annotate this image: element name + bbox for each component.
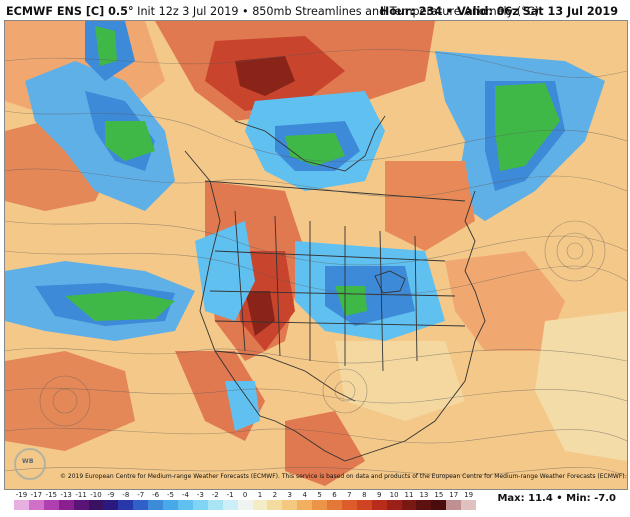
colorbar-label: 17 bbox=[449, 491, 459, 499]
copyright-text: © 2019 European Centre for Medium-range … bbox=[60, 473, 627, 480]
coastlines bbox=[184, 115, 486, 462]
colorbar-label: 10 bbox=[389, 491, 399, 499]
weatherbell-logo bbox=[14, 448, 46, 480]
hudson-bay-outline bbox=[234, 115, 386, 172]
colorbar-swatch bbox=[103, 500, 119, 510]
colorbar-swatch bbox=[118, 500, 134, 510]
streamlines bbox=[5, 49, 627, 477]
colorbar-swatch bbox=[282, 500, 298, 510]
colorbar-label: 9 bbox=[376, 491, 382, 499]
colorbar-swatch bbox=[312, 500, 328, 510]
colorbar-swatch bbox=[207, 500, 223, 510]
logo-text: WB bbox=[22, 458, 34, 465]
colorbar-swatches bbox=[14, 500, 477, 512]
colorbar-swatch bbox=[88, 500, 104, 510]
colorbar-swatch bbox=[267, 500, 283, 510]
neutral-region-atlantic-south bbox=[535, 311, 627, 461]
colorbar-label: -17 bbox=[30, 491, 43, 499]
colorbar-swatch bbox=[401, 500, 417, 510]
colorbar-label: 6 bbox=[332, 491, 337, 499]
colorbar-label: -11 bbox=[75, 491, 87, 499]
colorbar-label: -2 bbox=[211, 491, 219, 499]
colorbar-swatch bbox=[252, 500, 268, 510]
colorbar-label: -6 bbox=[152, 491, 160, 499]
colorbar-label: 8 bbox=[362, 491, 367, 499]
colorbar-label: -7 bbox=[137, 491, 145, 499]
colorbar-label: 15 bbox=[434, 491, 444, 499]
state-borders bbox=[234, 210, 418, 372]
colorbar-label: 19 bbox=[464, 491, 474, 499]
colorbar-label: -19 bbox=[15, 491, 28, 499]
colorbar-label: -4 bbox=[181, 491, 189, 499]
product-name: 850mb Streamlines and Temperature Anomal… bbox=[252, 5, 539, 18]
east-coastline bbox=[344, 190, 486, 462]
green-region-atlantic bbox=[495, 83, 560, 171]
colorbar-swatch bbox=[446, 500, 462, 510]
colorbar-swatch bbox=[14, 500, 29, 510]
neutral-region-gulf bbox=[335, 341, 465, 421]
colorbar-swatch bbox=[133, 500, 149, 510]
colorbar-label: 0 bbox=[242, 491, 248, 499]
colorbar-swatch bbox=[28, 500, 44, 510]
title-separator: • bbox=[242, 5, 249, 18]
map-canvas bbox=[5, 21, 627, 489]
colorbar-label: 11 bbox=[404, 491, 414, 499]
green-region-pacific bbox=[65, 291, 175, 321]
green-region-bering bbox=[95, 26, 117, 66]
warm-region-pacific-south bbox=[5, 351, 135, 451]
colorbar-swatch bbox=[163, 500, 178, 510]
colorbar-swatch bbox=[416, 500, 432, 510]
colorbar-swatch bbox=[297, 500, 313, 510]
warm-region-quebec bbox=[385, 161, 475, 251]
colorbar-swatch bbox=[192, 500, 208, 510]
colorbar-label: 2 bbox=[272, 491, 278, 499]
hot-spot-rockies bbox=[245, 291, 275, 336]
colorbar-label: 3 bbox=[287, 491, 292, 499]
colorbar-label: -15 bbox=[45, 491, 57, 499]
colorbar-label: -13 bbox=[60, 491, 72, 499]
colorbar-swatch bbox=[371, 500, 387, 510]
colorbar-swatch bbox=[327, 500, 342, 510]
cool-region-baja bbox=[225, 381, 260, 431]
colorbar-swatch bbox=[58, 500, 74, 510]
colorbar-label: 5 bbox=[317, 491, 322, 499]
colorbar-swatch bbox=[222, 500, 238, 510]
colorbar-swatch bbox=[356, 500, 372, 510]
max-min-readout: Max: 11.4 • Min: -7.0 bbox=[497, 493, 616, 504]
colorbar-swatch bbox=[148, 500, 164, 510]
colorbar-label: -3 bbox=[196, 491, 204, 499]
hot-spot-arctic bbox=[235, 56, 295, 96]
colorbar-swatch bbox=[73, 500, 89, 510]
state-borders-horizontal bbox=[209, 250, 466, 327]
colorbar-label: 13 bbox=[419, 491, 429, 499]
colorbar-label: -8 bbox=[122, 491, 130, 499]
colorbar-swatch bbox=[341, 500, 357, 510]
colorbar-swatch bbox=[461, 500, 477, 510]
colorbar-label: 7 bbox=[347, 491, 352, 499]
colorbar-label: -5 bbox=[167, 491, 174, 499]
colorbar-label: 1 bbox=[257, 491, 263, 499]
colorbar-label: -9 bbox=[107, 491, 115, 499]
colorbar-swatch bbox=[386, 500, 402, 510]
init-time: Init 12z 3 Jul 2019 bbox=[137, 5, 239, 18]
colorbar-label: 4 bbox=[302, 491, 307, 499]
green-region-alaska bbox=[105, 121, 155, 161]
colorbar-swatch bbox=[43, 500, 59, 510]
weather-map[interactable] bbox=[4, 20, 628, 490]
colorbar-label: -1 bbox=[226, 491, 234, 499]
colorbar-swatch bbox=[237, 500, 253, 510]
model-name: ECMWF ENS [C] 0.5° bbox=[6, 5, 134, 18]
colorbar-label: -10 bbox=[90, 491, 102, 499]
hour-valid: Hour: 234 • Valid: 06z Sat 13 Jul 2019 bbox=[379, 5, 618, 18]
chart-title: ECMWF ENS [C] 0.5° Init 12z 3 Jul 2019 •… bbox=[6, 5, 539, 18]
us-mexico-border bbox=[214, 350, 356, 402]
colorbar-labels: -19 -17 -15 -13 -11 -10 -9 -8 -7 -6 -5 -4 -3 -2 -1 0 1 2 3… bbox=[14, 491, 476, 500]
warm-region-atlantic-mid bbox=[445, 251, 565, 351]
colorbar: -19 -17 -15 -13 -11 -10 -9 -8 -7 -6 -5 -4 -3 -2 -1 0 1 2 3… bbox=[14, 491, 477, 513]
colorbar-swatch bbox=[431, 500, 447, 510]
colorbar-swatch bbox=[177, 500, 193, 510]
cool-region-west bbox=[195, 221, 255, 321]
west-coastline bbox=[184, 150, 346, 462]
